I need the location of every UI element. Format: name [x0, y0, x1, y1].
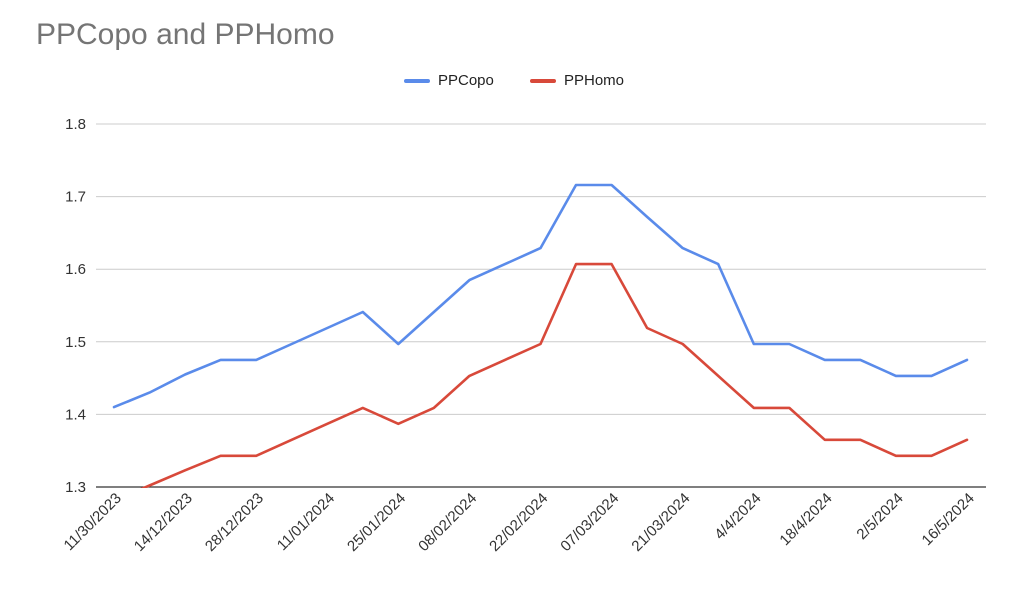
data-point-pphomo-1[interactable] — [145, 481, 155, 491]
data-point-pphomo-21[interactable] — [855, 435, 865, 445]
data-point-pphomo-4[interactable] — [251, 451, 261, 461]
data-point-ppcopo-4[interactable] — [251, 355, 261, 365]
x-tick-label: 07/03/2024 — [557, 490, 622, 555]
x-tick-label: 2/5/2024 — [853, 490, 906, 543]
data-point-ppcopo-2[interactable] — [180, 369, 190, 379]
data-point-ppcopo-5[interactable] — [287, 339, 297, 349]
chart-title: PPCopo and PPHomo — [36, 18, 335, 51]
x-tick-label: 22/02/2024 — [486, 490, 551, 555]
y-axis-tick-labels: 1.3 1.4 1.5 1.6 1.7 1.8 — [65, 116, 86, 496]
data-point-ppcopo-1[interactable] — [145, 388, 155, 398]
data-point-pphomo-2[interactable] — [180, 465, 190, 475]
legend-label-pphomo: PPHomo — [564, 72, 625, 89]
y-tick-label: 1.5 — [65, 334, 86, 351]
data-point-ppcopo-22[interactable] — [891, 371, 901, 381]
data-point-pphomo-13[interactable] — [571, 259, 581, 269]
legend-label-ppcopo: PPCopo — [438, 72, 494, 89]
legend-swatch-ppcopo — [404, 78, 430, 83]
x-tick-label: 18/4/2024 — [776, 490, 835, 549]
data-point-pphomo-17[interactable] — [713, 371, 723, 381]
data-point-ppcopo-6[interactable] — [322, 323, 332, 333]
y-tick-label: 1.3 — [65, 479, 86, 496]
y-tick-label: 1.7 — [65, 189, 86, 206]
data-point-ppcopo-15[interactable] — [642, 212, 652, 222]
x-tick-label: 25/01/2024 — [344, 490, 409, 555]
data-point-ppcopo-9[interactable] — [429, 307, 439, 317]
data-point-ppcopo-8[interactable] — [393, 339, 403, 349]
data-point-ppcopo-0[interactable] — [109, 402, 119, 412]
data-point-pphomo-11[interactable] — [500, 355, 510, 365]
data-point-pphomo-18[interactable] — [749, 403, 759, 413]
series-line-pphomo[interactable] — [114, 262, 969, 501]
x-tick-label: 21/03/2024 — [628, 490, 693, 555]
data-point-ppcopo-19[interactable] — [784, 339, 794, 349]
series-lines — [109, 180, 972, 501]
data-point-pphomo-3[interactable] — [216, 451, 226, 461]
data-point-ppcopo-7[interactable] — [358, 307, 368, 317]
data-point-ppcopo-10[interactable] — [464, 275, 474, 285]
x-tick-label: 14/12/2023 — [131, 490, 196, 555]
data-point-ppcopo-24[interactable] — [962, 355, 972, 365]
data-point-pphomo-20[interactable] — [820, 435, 830, 445]
data-point-pphomo-5[interactable] — [287, 435, 297, 445]
x-tick-label: 28/12/2023 — [202, 490, 267, 555]
legend-item-pphomo[interactable]: PPHomo — [530, 72, 624, 89]
x-tick-label: 11/01/2024 — [274, 490, 338, 554]
x-tick-label: 08/02/2024 — [415, 490, 480, 555]
data-point-ppcopo-13[interactable] — [571, 180, 581, 190]
data-point-pphomo-7[interactable] — [358, 403, 368, 413]
data-point-pphomo-15[interactable] — [642, 323, 652, 333]
data-point-pphomo-10[interactable] — [464, 371, 474, 381]
data-point-ppcopo-23[interactable] — [926, 371, 936, 381]
data-point-ppcopo-21[interactable] — [855, 355, 865, 365]
legend: PPCopo PPHomo — [0, 72, 1024, 96]
data-point-pphomo-14[interactable] — [607, 259, 617, 269]
data-point-ppcopo-18[interactable] — [749, 339, 759, 349]
data-point-ppcopo-14[interactable] — [607, 180, 617, 190]
x-tick-label: 16/5/2024 — [919, 490, 978, 549]
series-line-ppcopo[interactable] — [112, 183, 969, 409]
legend-swatch-pphomo — [530, 78, 556, 83]
data-point-pphomo-6[interactable] — [322, 419, 332, 429]
data-point-ppcopo-20[interactable] — [820, 355, 830, 365]
data-point-ppcopo-11[interactable] — [500, 259, 510, 269]
data-point-pphomo-9[interactable] — [429, 403, 439, 413]
data-point-pphomo-12[interactable] — [536, 339, 546, 349]
x-tick-label: 11/30/2023 — [61, 490, 125, 554]
x-tick-label: 4/4/2024 — [711, 490, 764, 543]
y-tick-label: 1.6 — [65, 261, 86, 278]
y-tick-label: 1.4 — [65, 406, 86, 423]
data-point-pphomo-8[interactable] — [393, 419, 403, 429]
legend-item-ppcopo[interactable]: PPCopo — [404, 72, 494, 89]
data-point-pphomo-23[interactable] — [926, 451, 936, 461]
data-point-ppcopo-3[interactable] — [216, 355, 226, 365]
data-point-pphomo-24[interactable] — [962, 435, 972, 445]
data-point-pphomo-16[interactable] — [678, 339, 688, 349]
x-axis-tick-labels: 11/30/2023 14/12/2023 28/12/2023 11/01/2024… — [61, 490, 978, 555]
data-point-pphomo-19[interactable] — [784, 403, 794, 413]
data-point-ppcopo-12[interactable] — [536, 243, 546, 253]
data-point-ppcopo-17[interactable] — [713, 259, 723, 269]
gridlines — [96, 123, 986, 488]
data-point-ppcopo-16[interactable] — [678, 243, 688, 253]
data-point-pphomo-22[interactable] — [891, 451, 901, 461]
y-tick-label: 1.8 — [65, 116, 86, 133]
